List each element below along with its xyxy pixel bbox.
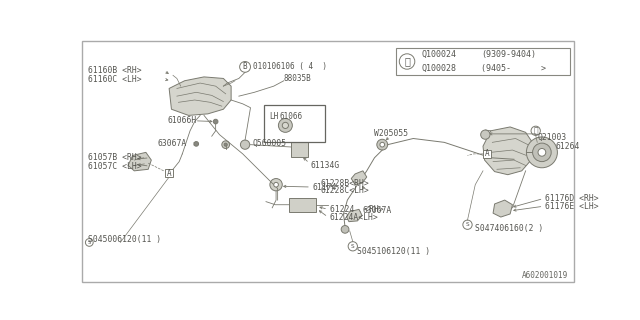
Circle shape [274, 182, 278, 187]
Text: (9405-      >: (9405- > [481, 64, 547, 73]
Circle shape [270, 179, 282, 191]
Text: S: S [88, 240, 91, 245]
Bar [165, 169, 173, 177]
Bar [396, 48, 570, 75]
Bar [483, 150, 491, 158]
Polygon shape [128, 152, 151, 171]
Circle shape [532, 143, 551, 162]
Text: 61176E <LH>: 61176E <LH> [545, 202, 598, 211]
Circle shape [194, 141, 198, 146]
Text: 61057B <RH>: 61057B <RH> [88, 153, 141, 162]
Text: S045106120(11 ): S045106120(11 ) [358, 247, 431, 256]
Circle shape [278, 118, 292, 132]
Text: 61160C <LH>: 61160C <LH> [88, 75, 141, 84]
Text: 61160B <RH>: 61160B <RH> [88, 66, 141, 75]
Text: S045006120(11 ): S045006120(11 ) [88, 235, 161, 244]
Text: 61264: 61264 [556, 142, 580, 151]
Text: 63067A: 63067A [363, 206, 392, 215]
Polygon shape [493, 200, 513, 217]
Text: W205055: W205055 [374, 129, 408, 138]
Polygon shape [169, 77, 231, 116]
Text: S: S [351, 244, 355, 249]
Text: Q100024: Q100024 [422, 50, 457, 59]
Text: ①: ① [533, 126, 538, 135]
Circle shape [481, 130, 490, 139]
Text: ①: ① [404, 57, 410, 67]
Text: A: A [484, 149, 489, 158]
Text: 61174: 61174 [312, 182, 337, 191]
Polygon shape [351, 171, 367, 185]
Text: 61224  <RH>: 61224 <RH> [330, 205, 383, 214]
Circle shape [224, 143, 227, 146]
Text: 010106106 ( 4  ): 010106106 ( 4 ) [253, 62, 327, 71]
Circle shape [222, 141, 230, 148]
Text: A602001019: A602001019 [522, 271, 568, 280]
Circle shape [377, 139, 388, 150]
Text: A: A [167, 169, 172, 178]
Text: (9309-9404): (9309-9404) [481, 50, 536, 59]
Bar [264, 105, 325, 141]
Text: 61228C<LH>: 61228C<LH> [320, 186, 369, 195]
Circle shape [241, 140, 250, 149]
Text: S: S [466, 222, 469, 227]
Circle shape [213, 119, 218, 124]
Text: 63067A: 63067A [157, 140, 187, 148]
Circle shape [538, 148, 546, 156]
Circle shape [282, 122, 289, 129]
Text: 61057C <LH>: 61057C <LH> [88, 162, 141, 171]
Circle shape [527, 137, 557, 168]
Text: 61228B<RH>: 61228B<RH> [320, 179, 369, 188]
Text: S047406160(2 ): S047406160(2 ) [476, 224, 543, 233]
Text: 61134G: 61134G [311, 161, 340, 170]
Text: 61066: 61066 [280, 112, 303, 121]
Text: LH: LH [269, 112, 278, 121]
Circle shape [341, 226, 349, 233]
Polygon shape [347, 209, 362, 222]
Bar [291, 137, 308, 157]
Bar [289, 198, 316, 212]
Text: Q21003: Q21003 [537, 132, 566, 141]
Text: 88035B: 88035B [284, 74, 312, 83]
Text: B: B [243, 62, 248, 71]
Text: 61066H: 61066H [168, 116, 197, 125]
Text: 61176D <RH>: 61176D <RH> [545, 194, 598, 203]
Circle shape [380, 142, 385, 147]
Text: Q100028: Q100028 [422, 64, 457, 73]
Text: 61224A<LH>: 61224A<LH> [330, 212, 378, 221]
Text: Q560005: Q560005 [252, 140, 286, 148]
Polygon shape [483, 127, 533, 175]
